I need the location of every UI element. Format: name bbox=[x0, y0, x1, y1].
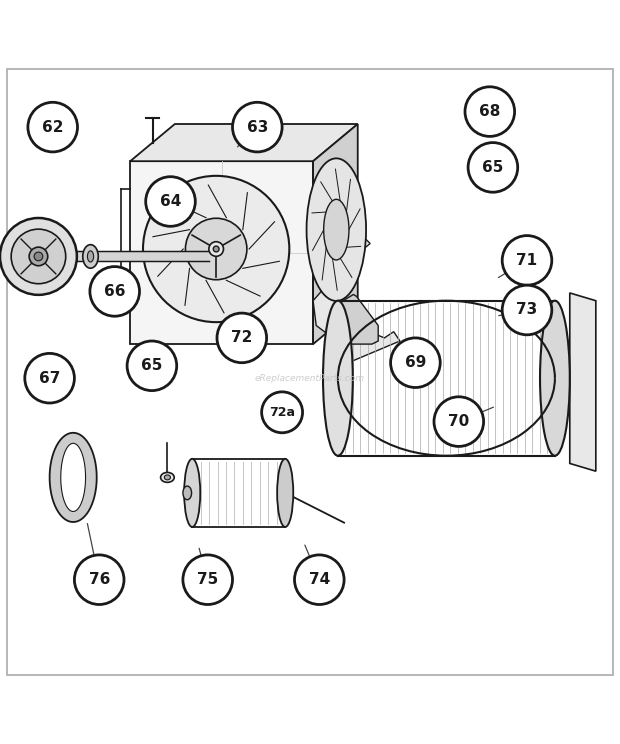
Circle shape bbox=[25, 353, 74, 403]
Circle shape bbox=[185, 218, 247, 280]
Text: 62: 62 bbox=[42, 120, 63, 135]
Circle shape bbox=[74, 555, 124, 604]
Text: 65: 65 bbox=[141, 359, 162, 373]
Circle shape bbox=[11, 229, 66, 283]
Circle shape bbox=[127, 341, 177, 391]
Circle shape bbox=[468, 143, 518, 192]
Circle shape bbox=[209, 242, 223, 256]
Ellipse shape bbox=[540, 301, 570, 455]
Ellipse shape bbox=[324, 199, 349, 260]
Ellipse shape bbox=[306, 158, 366, 301]
Bar bbox=[130, 161, 313, 344]
Text: eReplacementParts.com: eReplacementParts.com bbox=[255, 373, 365, 382]
Text: 68: 68 bbox=[479, 104, 500, 119]
Text: 72: 72 bbox=[231, 330, 252, 345]
Text: 69: 69 bbox=[405, 355, 426, 371]
Polygon shape bbox=[61, 443, 86, 511]
Text: 66: 66 bbox=[104, 284, 125, 299]
Ellipse shape bbox=[82, 245, 98, 268]
Text: 73: 73 bbox=[516, 303, 538, 318]
Circle shape bbox=[183, 555, 232, 604]
Circle shape bbox=[217, 313, 267, 363]
Ellipse shape bbox=[164, 475, 171, 480]
Ellipse shape bbox=[323, 301, 353, 455]
Text: 63: 63 bbox=[247, 120, 268, 135]
Text: 70: 70 bbox=[448, 414, 469, 429]
Circle shape bbox=[232, 103, 282, 152]
Circle shape bbox=[213, 246, 219, 252]
Polygon shape bbox=[338, 295, 378, 344]
Bar bbox=[38, 251, 209, 261]
Text: 75: 75 bbox=[197, 572, 218, 587]
Polygon shape bbox=[313, 124, 358, 344]
Ellipse shape bbox=[183, 486, 192, 500]
Circle shape bbox=[90, 266, 140, 316]
Text: 71: 71 bbox=[516, 253, 538, 268]
Circle shape bbox=[0, 218, 77, 295]
Bar bbox=[338, 301, 555, 455]
Polygon shape bbox=[130, 124, 358, 161]
Ellipse shape bbox=[184, 459, 200, 527]
Circle shape bbox=[29, 247, 48, 266]
Circle shape bbox=[465, 87, 515, 136]
Circle shape bbox=[502, 236, 552, 285]
Circle shape bbox=[262, 392, 303, 433]
Circle shape bbox=[143, 176, 290, 322]
Text: 74: 74 bbox=[309, 572, 330, 587]
Polygon shape bbox=[50, 433, 97, 522]
Polygon shape bbox=[313, 206, 370, 280]
Text: 64: 64 bbox=[160, 194, 181, 209]
Ellipse shape bbox=[161, 472, 174, 482]
Circle shape bbox=[28, 103, 78, 152]
Text: 76: 76 bbox=[89, 572, 110, 587]
Text: 65: 65 bbox=[482, 160, 503, 175]
Text: 72a: 72a bbox=[269, 405, 295, 419]
Circle shape bbox=[34, 252, 43, 260]
Circle shape bbox=[502, 285, 552, 335]
Text: 67: 67 bbox=[39, 371, 60, 385]
Circle shape bbox=[294, 555, 344, 604]
Circle shape bbox=[146, 177, 195, 226]
Polygon shape bbox=[313, 290, 400, 366]
Polygon shape bbox=[570, 293, 596, 471]
Ellipse shape bbox=[277, 459, 293, 527]
Circle shape bbox=[391, 338, 440, 388]
Ellipse shape bbox=[87, 251, 94, 262]
Bar bbox=[192, 459, 285, 527]
Circle shape bbox=[434, 397, 484, 446]
